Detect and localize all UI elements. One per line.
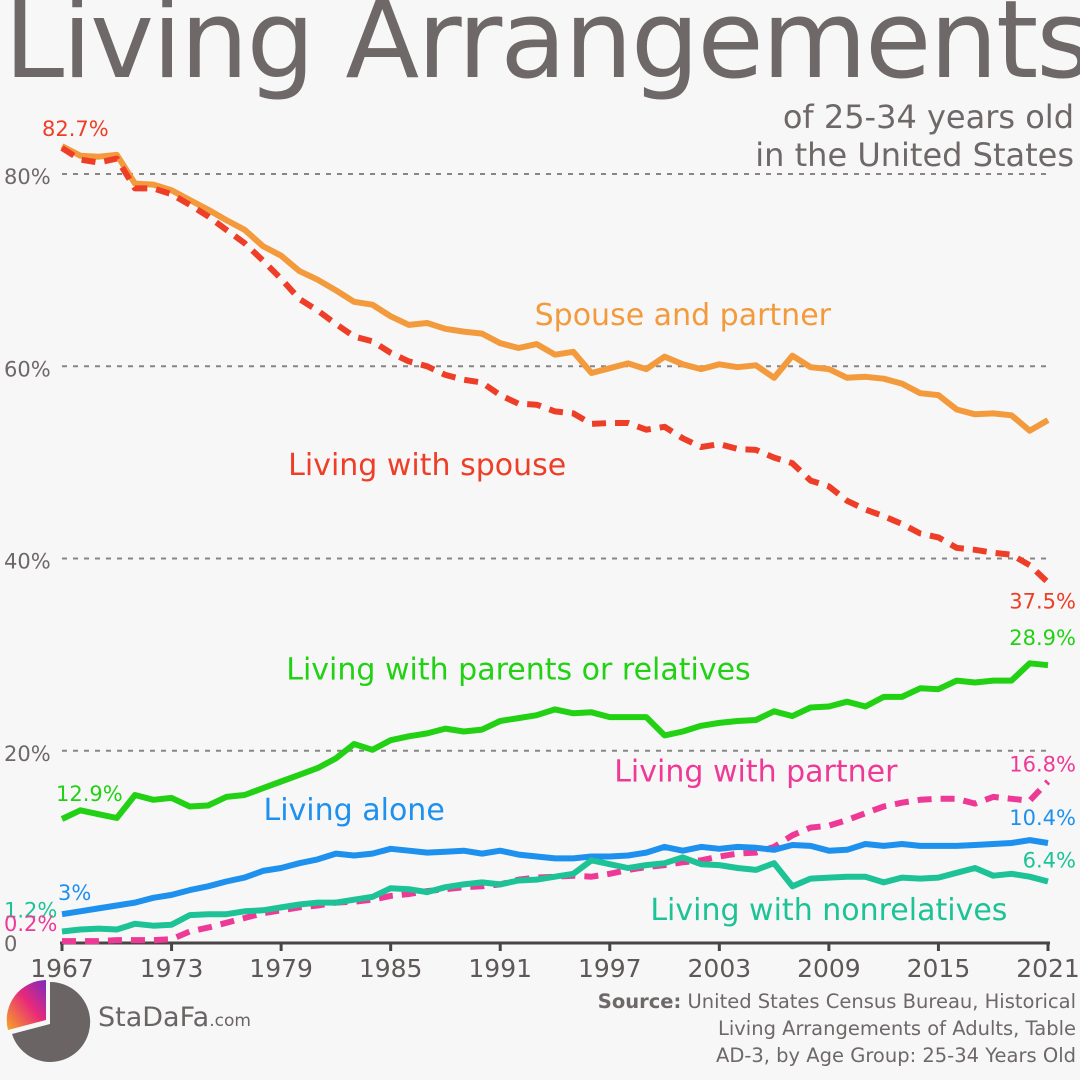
data-label: 3%: [58, 881, 91, 905]
series-label: Living with spouse: [288, 448, 566, 483]
data-label: 0.2%: [4, 912, 57, 936]
source-line-1: Source: United States Census Bureau, His…: [598, 988, 1076, 1015]
brand-name-text: StaDaFa: [98, 1002, 210, 1033]
series-line-spouse-and-partner: [60, 143, 1050, 434]
chart-title: Living Arrangements: [4, 0, 1080, 103]
chart-subtitle: of 25-34 years old in the United States: [755, 98, 1074, 174]
source-label: Source:: [597, 990, 682, 1013]
data-label: 6.4%: [1023, 848, 1076, 872]
brand-name: StaDaFa.com: [98, 1002, 251, 1033]
x-tick-label: 2015: [907, 954, 971, 983]
data-label: 28.9%: [1009, 626, 1076, 650]
y-tick-label: 20%: [4, 742, 51, 766]
series-label: Living with nonrelatives: [650, 893, 1007, 928]
source-line-1-text: United States Census Bureau, Historical: [687, 990, 1076, 1013]
x-tick-label: 1967: [30, 954, 94, 983]
series-label: Living alone: [264, 793, 445, 828]
brand-logo[interactable]: StaDaFa.com: [6, 976, 251, 1066]
subtitle-line-1: of 25-34 years old: [782, 98, 1074, 136]
series-lines: [60, 143, 1051, 945]
series-line-living-with-spouse: [60, 145, 1051, 585]
x-tick-label: 1985: [359, 954, 423, 983]
grid-lines: [62, 173, 1052, 752]
series-label: Spouse and partner: [535, 298, 832, 333]
data-label: 16.8%: [1009, 753, 1076, 777]
logo-pie-icon: [6, 980, 91, 1062]
series-labels: Spouse and partner Living with spouse Livi…: [264, 298, 1008, 928]
x-tick-label: 1997: [578, 954, 642, 983]
source-line-2: Living Arrangements of Adults, Table: [717, 1017, 1076, 1040]
series-line-living-with-partner: [62, 779, 1051, 945]
x-tick-label: 2009: [797, 954, 861, 983]
data-label: 1.2%: [4, 898, 57, 922]
x-tick-label: 1973: [140, 954, 204, 983]
series-label: Living with partner: [614, 755, 898, 790]
data-label: 82.7%: [42, 117, 109, 141]
source-line-3: AD-3, by Age Group: 25-34 Years Old: [715, 1044, 1076, 1067]
x-tick-label: 1979: [249, 954, 313, 983]
data-label: 12.9%: [56, 782, 123, 806]
series-line-living-with-parents-or-relatives: [60, 660, 1049, 822]
data-label: 10.4%: [1009, 806, 1076, 830]
value-annotations: 82.7% 37.5% 28.9% 12.9% 16.8% 10.4% 6.4% 3%1.2%…: [4, 117, 1076, 936]
x-tick-label: 2021: [1016, 954, 1080, 983]
y-tick-label: 40%: [4, 550, 51, 574]
y-tick-label: 60%: [4, 357, 51, 381]
axes: 0 20% 40% 60% 80% 1967 1973 1979 1985 1991 1997 200…: [4, 165, 1080, 983]
subtitle-line-2: in the United States: [755, 136, 1074, 174]
source-note: Source: United States Census Bureau, His…: [598, 988, 1076, 1069]
brand-domain: .com: [209, 1011, 251, 1031]
y-tick-label: 80%: [4, 165, 51, 189]
series-label: Living with parents or relatives: [286, 653, 750, 688]
x-tick-label: 1991: [468, 954, 532, 983]
series-line-living-with-nonrelatives: [61, 854, 1049, 935]
data-label: 37.5%: [1009, 590, 1076, 614]
x-tick-label: 2003: [688, 954, 752, 983]
series-line-living-alone: [61, 837, 1049, 918]
y-tick-label: 0: [4, 932, 17, 956]
